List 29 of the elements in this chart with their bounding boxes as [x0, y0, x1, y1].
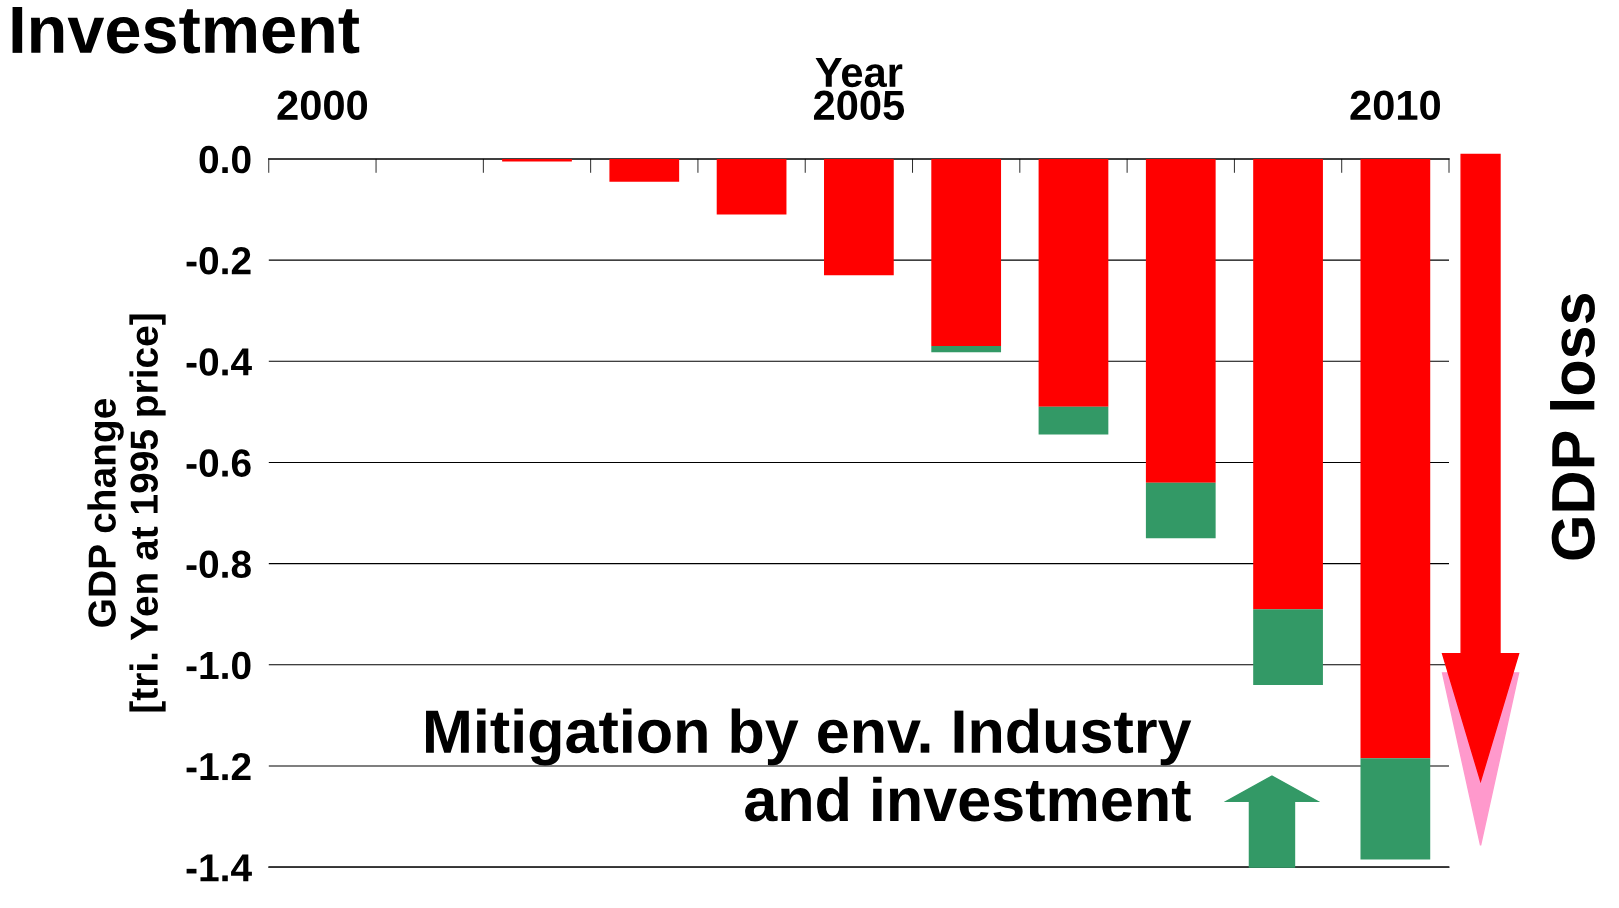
y-tick-label: -0.8 [186, 550, 251, 579]
bar [609, 158, 680, 182]
x-tick-label: 2005 [813, 90, 905, 121]
bar [1145, 482, 1216, 539]
bar [931, 346, 1002, 353]
chart-title: Investment [12, 6, 360, 54]
x-tick-label: 2000 [277, 90, 368, 121]
text: GDP loss [1550, 293, 1595, 560]
y-tick-label: -0.2 [186, 247, 251, 275]
y-axis-title: GDP change [tri. Yen at 1995 price] [87, 314, 166, 712]
bar [1038, 406, 1109, 435]
bar [824, 158, 894, 276]
y-tick-label: -1.2 [186, 752, 251, 781]
annotation: Mitigation by env. Industry and investment [426, 708, 1192, 822]
y-tick-label: 0.0 [199, 145, 251, 174]
x-axis-title: Year [815, 58, 903, 88]
y-tick-label: -0.6 [186, 449, 251, 477]
bar [1253, 609, 1323, 686]
bar [1145, 158, 1216, 483]
y-tick-label: -1.4 [186, 854, 252, 882]
bar [1360, 758, 1431, 860]
bar [1360, 158, 1431, 759]
bar [931, 158, 1002, 347]
bar [1253, 158, 1323, 610]
x-tick-label: 2010 [1350, 90, 1440, 121]
y-tick-label: -1.0 [186, 651, 251, 680]
y-tick-label: -0.4 [186, 348, 252, 376]
bar [1038, 158, 1109, 407]
bar [716, 158, 787, 215]
